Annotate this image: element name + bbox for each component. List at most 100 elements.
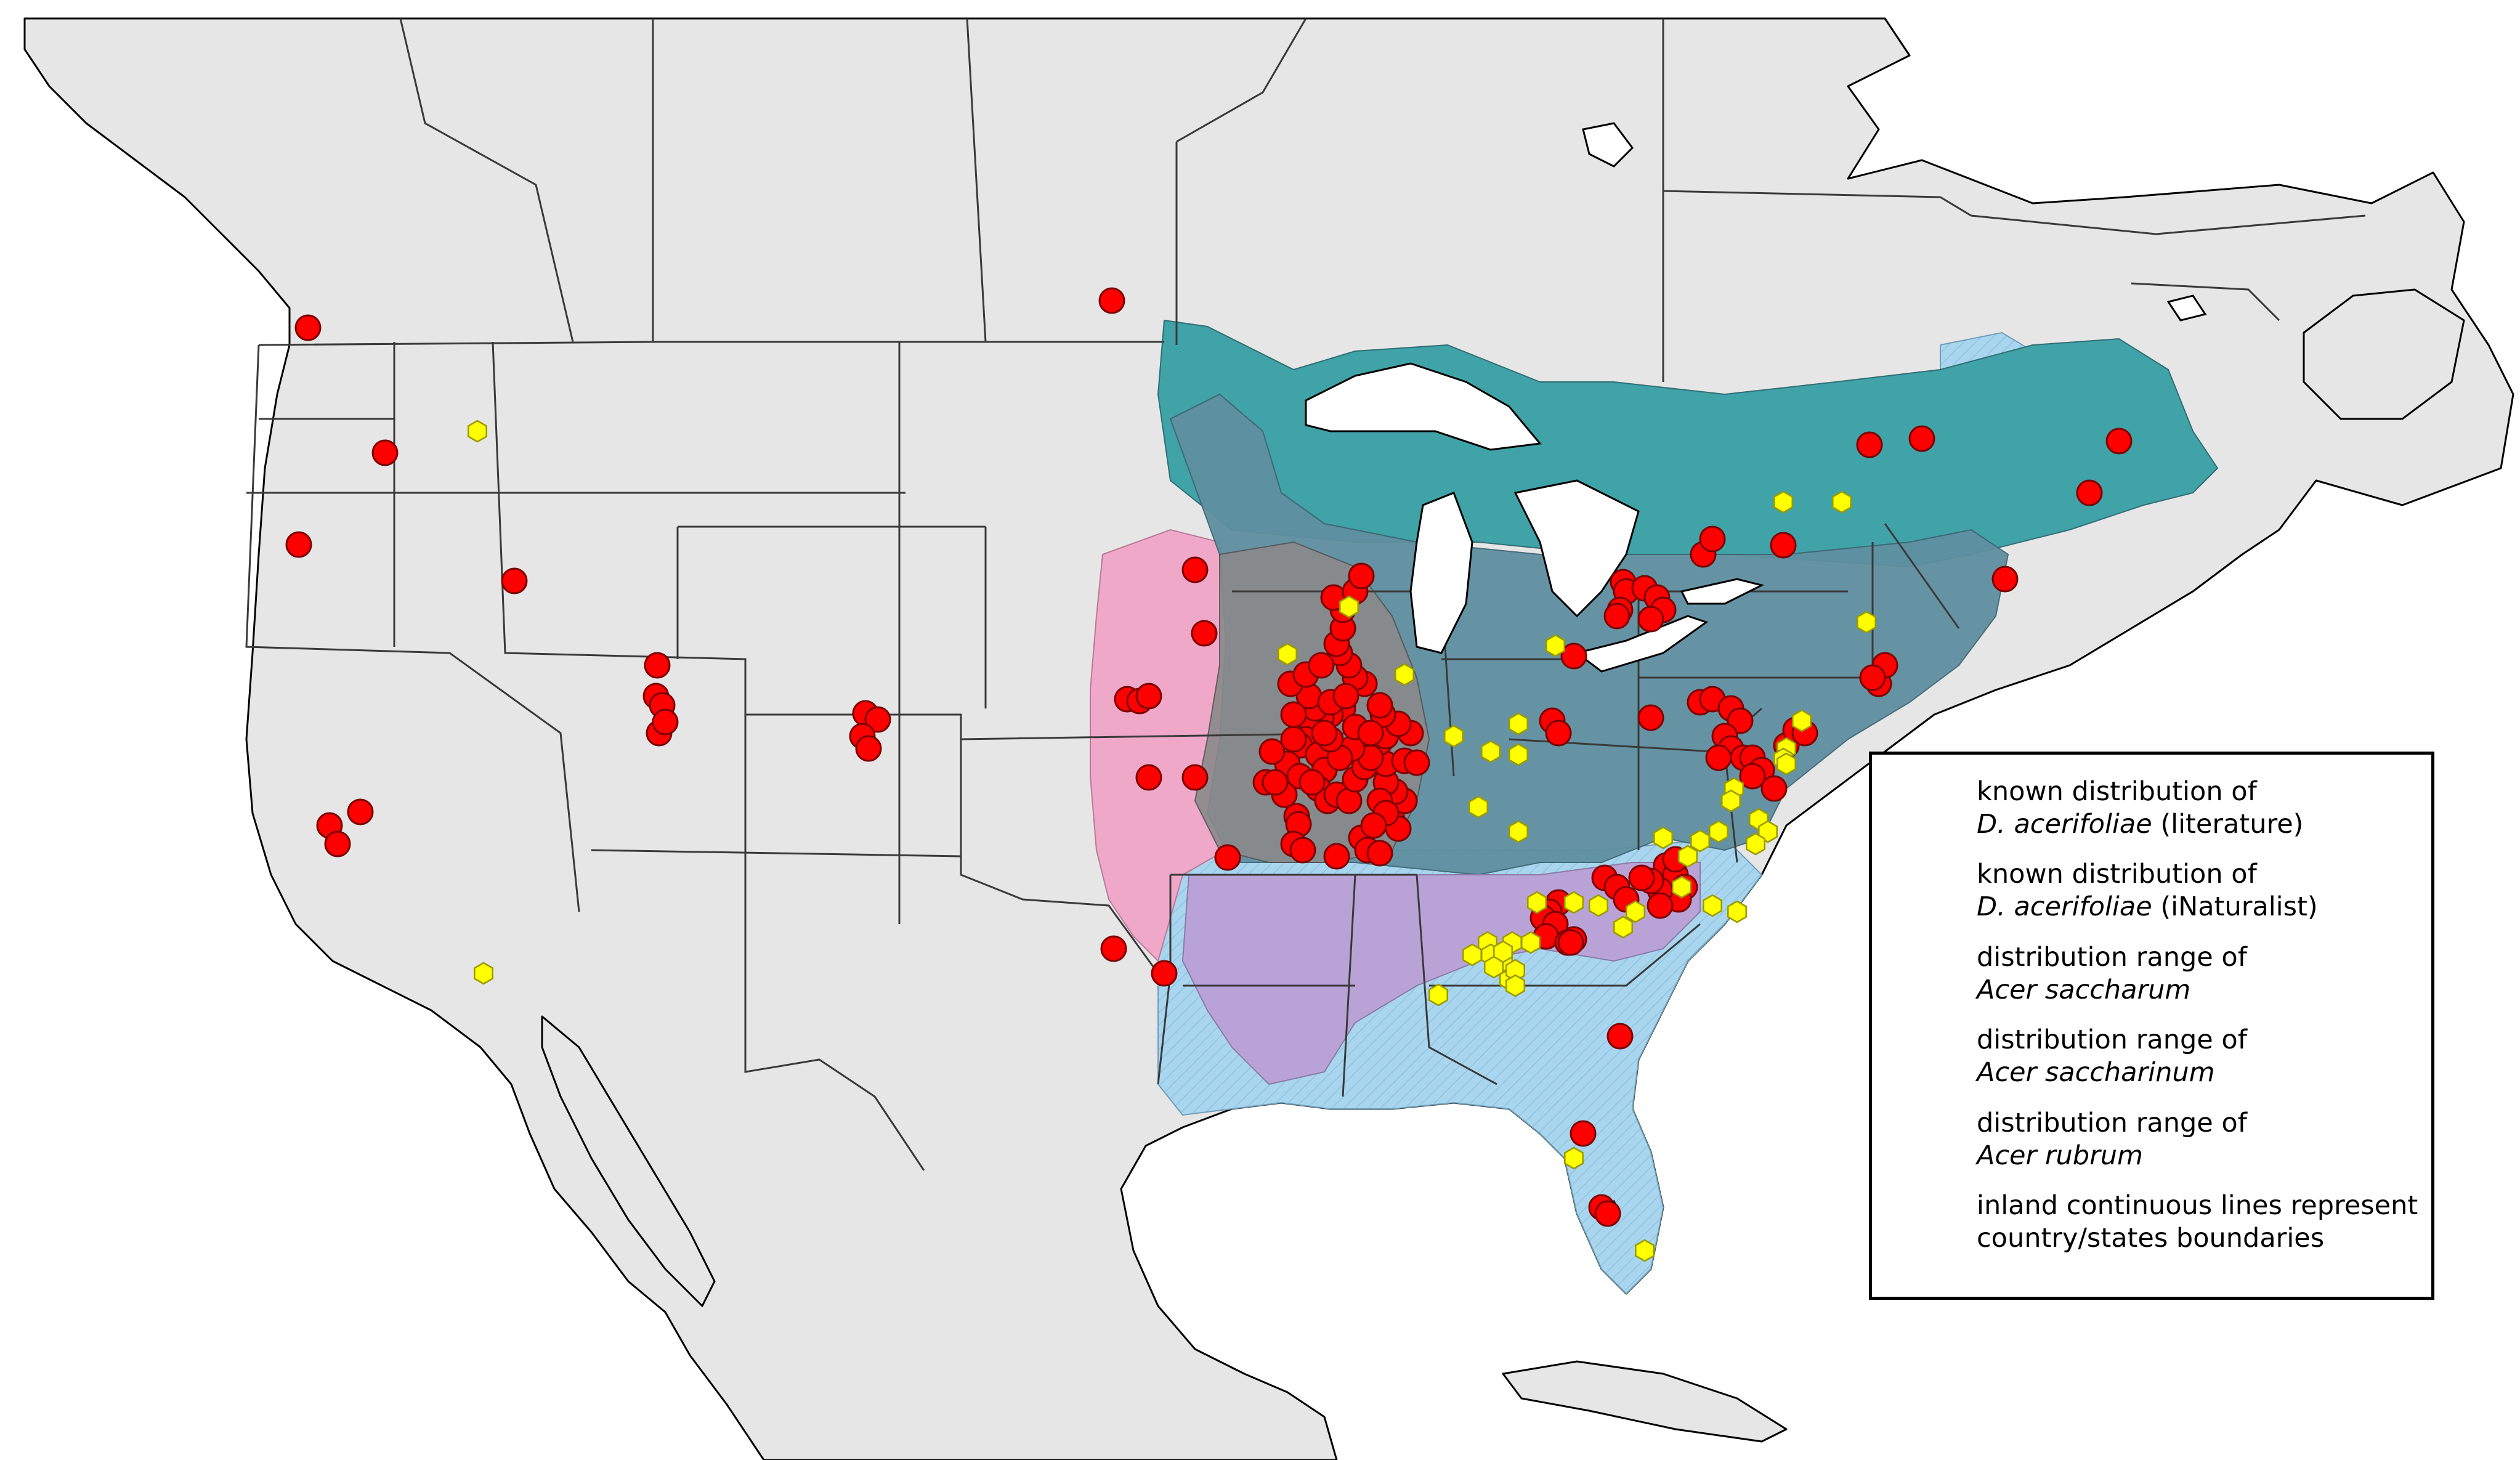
literature-record-marker [2076,479,2103,506]
literature-record-marker [294,314,322,341]
legend-boundaries-line1: inland continuous lines represent [1977,1190,2418,1221]
literature-record-marker [1603,602,1631,630]
inaturalist-record-marker [1428,983,1448,1007]
literature-record-marker [1859,664,1886,691]
cuba [1502,1360,1788,1443]
inaturalist-record-marker [1678,845,1698,868]
inaturalist-record-marker [1444,724,1464,748]
inaturalist-record-marker [1527,891,1547,914]
inaturalist-record-marker [1746,832,1765,856]
inaturalist-record-marker [1626,900,1645,923]
literature-record-marker [1366,692,1393,719]
inaturalist-record-marker [1721,789,1741,813]
literature-record-marker [1258,738,1286,765]
inaturalist-record-marker [1613,915,1633,939]
literature-record-marker [1311,720,1338,747]
literature-record-marker [1191,620,1218,647]
literature-record-marker [1332,683,1359,710]
legend-lit-line1: known distribution of [1977,776,2257,807]
overlap-saccharinum-rubrum [1181,862,1701,1085]
literature-record-marker [1991,566,2019,593]
literature-record-marker [1770,532,1797,559]
legend-saccharinum-line1: distribution range of [1977,1024,2247,1055]
literature-record-marker [1135,683,1162,710]
inaturalist-record-marker [1727,900,1747,923]
legend-saccharinum-species: Acer saccharinum [1977,1057,2215,1088]
literature-record-marker [1214,844,1241,871]
inaturalist-record-marker [1481,740,1501,763]
literature-record-marker [1181,556,1209,583]
inaturalist-record-marker [1672,875,1691,899]
literature-record-marker [1151,960,1178,987]
literature-record-marker [644,652,671,679]
legend-boundaries-line2: country/states boundaries [1977,1223,2325,1254]
legend-saccharum-species: Acer saccharum [1977,975,2191,1005]
literature-record-marker [324,830,351,858]
literature-record-marker [1262,769,1289,796]
baja-california [541,1015,716,1307]
literature-record-marker [347,798,374,825]
literature-record-marker [1348,562,1375,590]
literature-record-marker [1098,287,1125,314]
lake-michigan [1409,492,1473,654]
legend-lit-species: D. acerifoliae [1977,809,2152,840]
map-legend: known distribution of D. acerifoliae (li… [1869,752,2434,1300]
literature-record-marker [1289,837,1316,864]
inaturalist-record-marker [1777,752,1796,776]
literature-record-marker [1557,929,1584,956]
inaturalist-record-marker [1462,943,1482,967]
inaturalist-record-marker [1564,891,1584,914]
literature-record-marker [1366,840,1393,867]
literature-record-marker [1606,1023,1634,1050]
canadian-lake-1 [1582,122,1634,168]
literature-record-marker [1357,720,1384,747]
literature-record-marker [1699,525,1726,553]
literature-record-marker [1705,744,1732,771]
inaturalist-record-marker [1690,829,1710,853]
inaturalist-record-marker [1484,955,1504,979]
inaturalist-record-marker [1792,709,1812,732]
literature-record-marker [1308,652,1335,679]
lake-huron [1513,479,1640,618]
inaturalist-record-marker [1469,795,1488,819]
legend-inat-source: (iNaturalist) [2152,891,2318,922]
inaturalist-record-marker [1546,634,1565,657]
literature-records [285,287,2133,1227]
great-lakes [1305,122,2207,1225]
inaturalist-record-marker [1857,610,1876,634]
lake-erie [1574,615,1709,673]
literature-record-marker [1628,864,1655,891]
literature-record-marker [864,706,891,733]
literature-record-marker [501,567,528,594]
inaturalist-record-marker [1339,595,1359,618]
literature-record-marker [1647,892,1674,919]
newfoundland [2303,288,2465,420]
lake-ontario [1680,578,1765,605]
inaturalist-record-marker [1758,820,1778,843]
legend-inat-line1: known distribution of [1977,859,2257,890]
inaturalist-record-marker [1509,743,1528,766]
literature-record-marker [1760,775,1788,802]
inaturalist-record-marker [1395,663,1414,686]
literature-record-marker [1298,769,1326,796]
inaturalist-record-marker [1773,490,1793,514]
literature-record-marker [1135,764,1162,791]
literature-record-marker [2105,428,2133,455]
inaturalist-record-marker [1505,974,1525,997]
literature-record-marker [1280,726,1307,753]
inaturalist-record-marker [1521,931,1541,954]
canadian-lake-2 [2166,294,2207,322]
inaturalist-record-marker [1709,820,1728,843]
literature-record-marker [285,531,312,558]
legend-rubrum-species: Acer rubrum [1977,1140,2143,1171]
legend-lit-source: (literature) [2152,809,2304,840]
literature-record-marker [1856,431,1883,458]
inaturalist-record-marker [1509,712,1528,736]
legend-inat-species: D. acerifoliae [1977,891,2152,922]
literature-record-marker [1280,701,1307,728]
literature-record-marker [1323,843,1350,870]
inaturalist-record-marker [1832,490,1852,514]
literature-record-marker [855,735,882,762]
literature-record-marker [1637,704,1664,731]
inaturalist-record-marker [1635,1239,1655,1262]
